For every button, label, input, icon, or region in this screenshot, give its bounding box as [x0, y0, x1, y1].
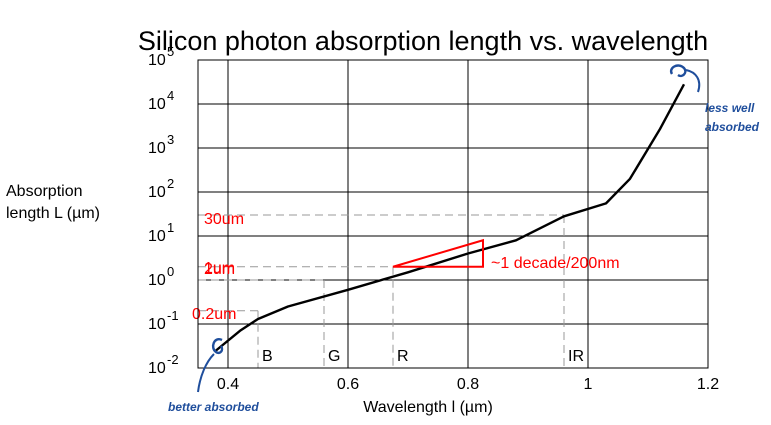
- x-tick-label: 1.2: [697, 376, 719, 393]
- x-tick-label: 0.4: [217, 376, 239, 393]
- y-tick-exponent: 4: [167, 88, 174, 103]
- reference-label: 30um: [204, 211, 244, 228]
- slope-triangle: ~1 decade/200nm: [392, 238, 620, 272]
- y-tick-base: 10: [148, 184, 166, 201]
- y-tick-base: 10: [148, 360, 166, 377]
- y-tick-exponent: 2: [167, 176, 174, 191]
- note-better-absorbed: better absorbed: [168, 400, 259, 414]
- band-label: B: [262, 348, 273, 365]
- arrow-stroke-icon: [685, 69, 701, 93]
- reference-label: 1um: [204, 260, 235, 277]
- y-tick-base: 10: [148, 272, 166, 289]
- band-label: R: [397, 348, 409, 365]
- y-tick-label: 101: [148, 220, 174, 245]
- x-tick-labels: 0.4 0.6 0.8 1 1.2: [217, 376, 719, 393]
- x-tick-label: 0.6: [337, 376, 359, 393]
- y-tick-label: 10-1: [148, 308, 179, 333]
- y-tick-label: 103: [148, 132, 174, 157]
- y-axis-label-line2: length L (µm): [6, 205, 100, 222]
- y-tick-label: 104: [148, 88, 174, 113]
- plot-frame: [197, 59, 709, 369]
- x-tick-label: 1: [584, 376, 593, 393]
- x-tick-label: 0.8: [457, 376, 479, 393]
- y-tick-exponent: 5: [167, 44, 174, 59]
- series-points: [215, 84, 685, 351]
- reference-label: 0.2um: [192, 306, 236, 323]
- note-less-well: less well: [705, 101, 755, 115]
- y-tick-exponent: 3: [167, 132, 174, 147]
- y-tick-base: 10: [148, 228, 166, 245]
- y-tick-exponent: 1: [167, 220, 174, 235]
- y-axis-label-line1: Absorption: [6, 183, 83, 200]
- band-label: G: [328, 348, 340, 365]
- arrow-stroke-icon: [197, 353, 215, 393]
- handwritten-note-top-right: less well absorbed: [669, 64, 760, 134]
- y-tick-base: 10: [148, 52, 166, 69]
- y-tick-exponent: -2: [167, 352, 179, 367]
- grid: [198, 60, 708, 368]
- slope-label: ~1 decade/200nm: [491, 255, 620, 272]
- y-tick-label: 105: [148, 44, 174, 69]
- chart-title: Silicon photon absorption length vs. wav…: [138, 26, 708, 56]
- reference-label: 2um: [204, 261, 235, 278]
- x-axis-label: Wavelength l (µm): [363, 399, 493, 416]
- loop-mark-icon: [669, 64, 687, 78]
- y-tick-base: 10: [148, 96, 166, 113]
- series-line: [215, 83, 686, 352]
- y-tick-exponent: -1: [167, 308, 179, 323]
- slope-triangle-shape: [392, 238, 484, 268]
- y-tick-base: 10: [148, 316, 166, 333]
- handwritten-note-bottom-left: better absorbed: [168, 338, 259, 414]
- loop-mark-icon: [211, 338, 224, 355]
- y-tick-label: 100: [148, 264, 174, 289]
- y-tick-label: 10-2: [148, 352, 179, 377]
- color-band-markers: B G R IR: [257, 215, 584, 368]
- y-tick-base: 10: [148, 140, 166, 157]
- y-tick-exponent: 0: [167, 264, 174, 279]
- band-label: IR: [568, 348, 584, 365]
- y-tick-label: 102: [148, 176, 174, 201]
- note-absorbed: absorbed: [705, 120, 760, 134]
